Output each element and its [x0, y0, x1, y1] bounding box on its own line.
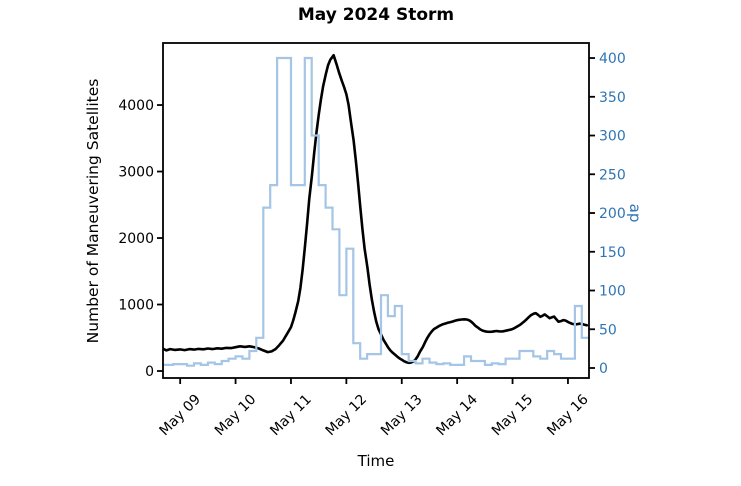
x-tick-label: May 14	[433, 391, 481, 439]
ap-step-series	[163, 56, 589, 367]
right-tick-label: 350	[599, 90, 626, 106]
right-tick-label: 400	[599, 51, 626, 67]
axes-spines	[162, 42, 590, 379]
left-tick-label: 0	[145, 364, 154, 380]
x-tick-label: May 12	[323, 392, 371, 440]
right-tick-label: 100	[599, 284, 626, 300]
x-tick-label: May 11	[267, 392, 315, 440]
x-tick-label: May 16	[544, 391, 592, 439]
left-tick-label: 1000	[118, 298, 154, 314]
x-tick-label: May 10	[212, 392, 260, 440]
left-tick-label: 2000	[118, 231, 154, 247]
left-tick-label: 4000	[118, 98, 154, 114]
x-axis-label: Time	[357, 452, 395, 470]
x-tick-label: May 15	[489, 392, 537, 440]
right-tick-label: 50	[599, 322, 617, 338]
right-tick-label: 150	[599, 245, 626, 261]
right-tick-label: 250	[599, 167, 626, 183]
chart-title: May 2024 Storm	[297, 5, 455, 25]
right-tick-label: 0	[599, 361, 608, 377]
left-tick-label: 3000	[118, 165, 154, 181]
satellites-line-series	[163, 53, 589, 365]
x-tick-label: May 09	[156, 392, 204, 440]
right-tick-label: 300	[599, 129, 626, 145]
x-tick-label: May 13	[378, 392, 426, 440]
right-tick-label: 200	[599, 206, 626, 222]
